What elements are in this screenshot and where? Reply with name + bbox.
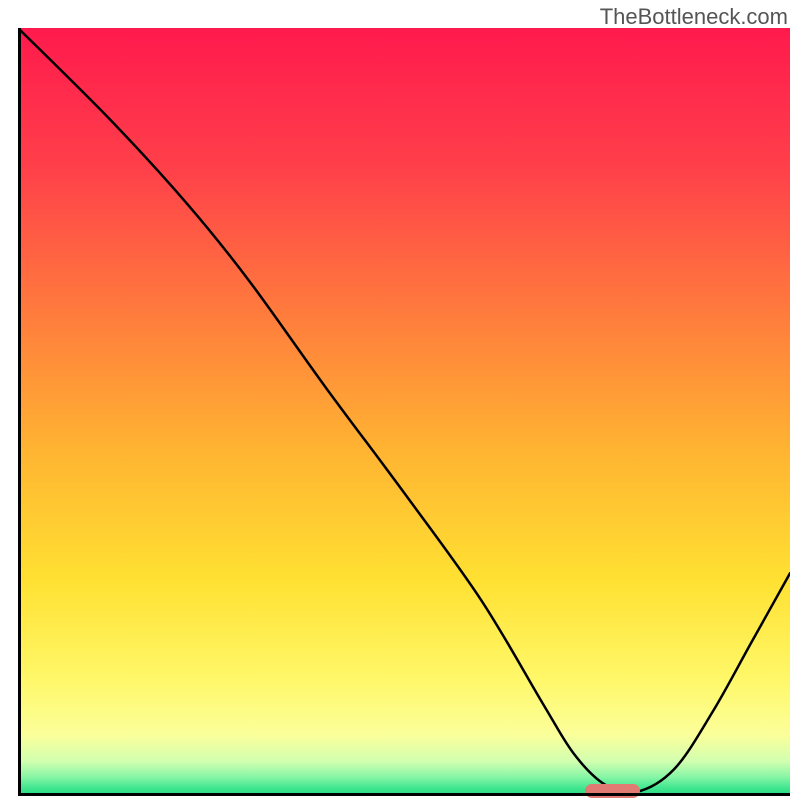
plot-area [18,28,790,796]
bottleneck-curve-line [18,28,790,796]
watermark-text: TheBottleneck.com [600,4,788,30]
bottleneck-chart [18,28,790,796]
optimum-marker [585,784,641,798]
x-axis-line [18,793,790,796]
y-axis-line [18,28,21,796]
